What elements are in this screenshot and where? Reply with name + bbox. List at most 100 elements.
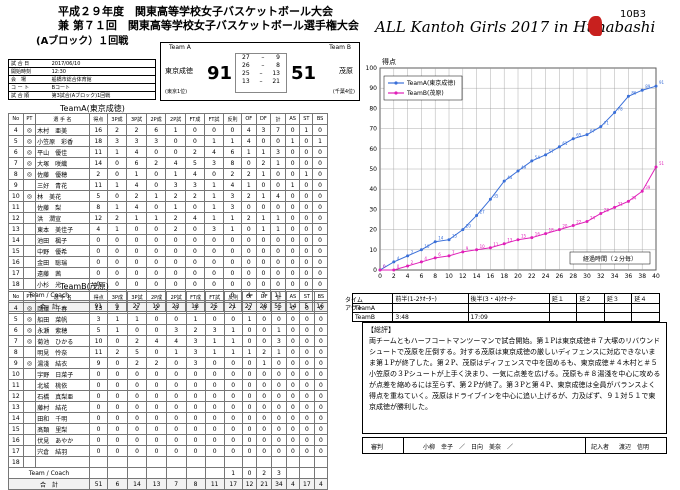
x-tick-label: 28 [569,273,577,280]
stat-cell: 0 [271,313,287,325]
timeout-header-row: 前半(1-2ｸｵｰﾀｰ) 後半(3・4)ｸｵｰﾀｰ 延１ 延２ 延３ 延４ [351,293,660,304]
team-a-name: 東京成徳 [165,67,193,75]
stat-cell: 16 [88,124,108,136]
stat-cell: 0 [312,234,328,246]
stat-cell: 0 [240,256,257,268]
stat-cell: 0 [184,135,205,147]
stat-cell: 2 [126,190,147,202]
stat-cell: 0 [284,168,301,180]
player-row: 7 ◎ 菊池 ひかる 10 0 2 4 4 3 1 1 0 0 3 0 0 0 [8,335,329,347]
stat-cell: 1 [270,223,286,235]
team-b-total: 51 [291,63,317,84]
stat-cell: 0 [241,412,258,424]
info-value: Bコート [49,83,156,92]
stat-cell [185,456,206,468]
stat-cell: 0 [106,278,128,290]
y-tick-label: 40 [369,186,377,193]
stat-cell: 0 [299,234,314,246]
stat-cell: 6 [145,124,167,136]
stat-cell: 0 [203,168,225,180]
stat-cell: 5 [184,157,205,169]
team-a-boxscore: No PT 選 手 名得点 3P成 3P試 2P成 2P試 FT成 FT試 反則 OF DF 計 AS ST… [8,113,328,312]
stat-cell: 0 [299,179,314,191]
column-header: AS [284,113,301,125]
data-label: 71 [604,121,610,126]
team-b-seed: (千葉4位) [332,89,355,95]
player-row: 15 髙類 里梨 0 0 0 0 0 0 0 0 0 0 0 0 0 0 [8,423,329,435]
player-row: 12 石橋 真梨亜 0 0 0 0 0 0 0 0 0 0 0 0 0 0 [8,390,329,402]
stat-cell: 1 [241,346,258,358]
data-point [406,254,410,258]
stat-cell [204,467,225,479]
player-row: 16 伏見 あやか 0 0 0 0 0 0 0 0 0 0 0 0 0 0 [8,434,329,446]
total-label: 合 計 [7,478,91,490]
stat-cell: 5 [8,313,24,325]
stat-cell: 0 [203,267,225,279]
stat-cell: 1 [223,346,243,358]
stat-cell: 0 [107,335,128,347]
stat-cell: 3 [106,135,128,147]
y-tick-label: 100 [366,65,378,72]
stat-cell: 11 [88,146,108,158]
stat-cell: 3 [223,190,242,202]
dash: – [259,78,263,85]
stat-cell: 6 [126,157,147,169]
stat-cell: 0 [223,245,242,257]
stat-cell: 0 [126,368,148,380]
stat-cell [165,456,187,468]
stat-cell: 0 [223,445,243,457]
stat-cell: 0 [145,278,167,290]
stat-cell [22,401,37,413]
stat-cell: 0 [270,278,286,290]
data-point [419,260,423,264]
column-header: 2P試 [165,113,186,125]
game-code: 10B3 [620,9,646,20]
data-label: 11 [493,242,499,247]
stat-cell: 0 [240,267,257,279]
stat-cell: 0 [165,234,186,246]
stat-cell: 1 [106,146,128,158]
stat-cell: 0 [126,234,147,246]
stat-cell: 12 [88,212,108,224]
stat-cell: 0 [106,267,128,279]
stat-cell: 0 [270,179,286,191]
stat-cell: 5 [126,346,148,358]
data-label: 9 [466,246,469,251]
stat-cell: 0 [285,313,301,325]
stat-cell: 0 [203,124,225,136]
stat-cell [271,456,287,468]
stat-cell [22,234,37,246]
stat-cell: 1 [185,313,206,325]
stat-cell: 0 [146,379,167,391]
data-label: 15 [452,234,458,239]
stat-cell: 0 [313,357,329,369]
stat-cell [204,456,225,468]
stat-cell: 2 [126,302,148,314]
stat-cell: 0 [285,379,301,391]
data-label: 18 [549,228,555,233]
quarter-b: 21 [272,78,280,85]
stat-cell: 0 [312,146,328,158]
stat-cell: 0 [165,434,187,446]
stat-cell: 0 [241,423,258,435]
quarter-a: 13 [242,78,250,85]
data-point [640,189,644,193]
stat-cell: 0 [255,234,272,246]
info-label: 会 場 [8,75,50,84]
stat-cell: 2 [165,190,186,202]
column-header: PT [22,113,37,125]
data-label: 14 [438,236,444,241]
stat-cell: 0 [204,401,225,413]
info-row: 会 場船橋市総合体育館 [8,75,156,84]
stat-cell: 2 [241,302,258,314]
stat-cell: 15 [8,245,24,257]
y-tick-label: 90 [369,85,377,92]
data-label: 20 [562,224,568,229]
y-tick-label: 70 [369,126,377,133]
timeout-row: TeamA [351,303,660,313]
stat-cell: 1 [299,124,314,136]
info-value: 12:30 [49,67,156,76]
data-label: 0 [397,264,400,269]
stat-cell: 2 [256,346,273,358]
stat-cell: 0 [284,212,301,224]
